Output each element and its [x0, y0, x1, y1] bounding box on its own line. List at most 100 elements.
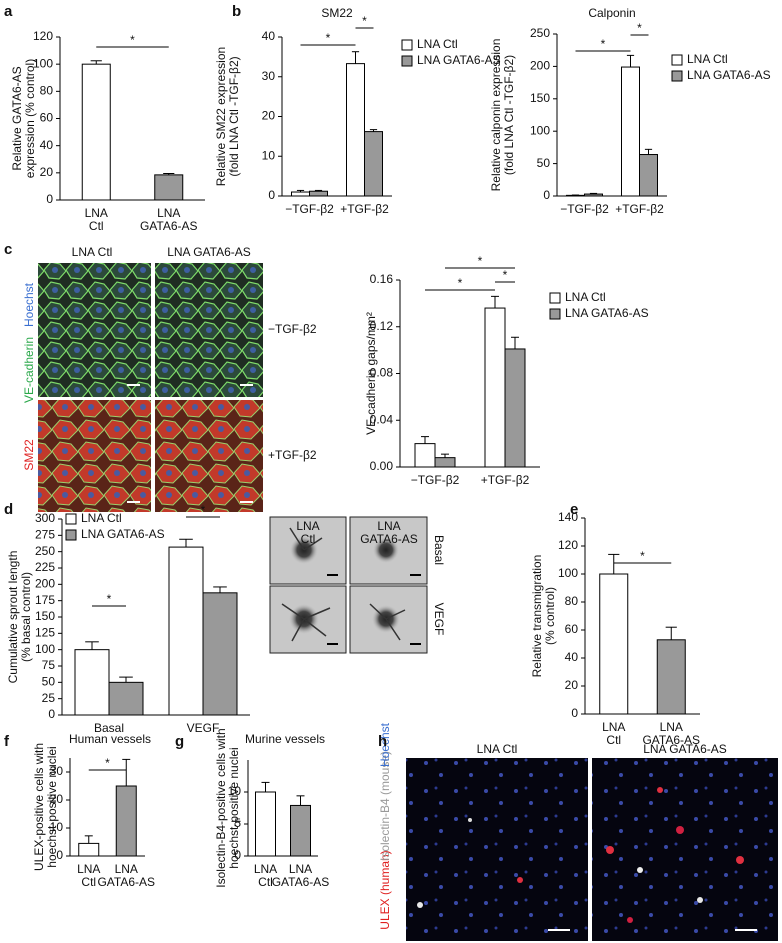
y-tick-label: 50	[42, 675, 56, 689]
legend-swatch	[549, 308, 561, 320]
bar	[346, 63, 365, 197]
significance-label: *	[201, 503, 206, 517]
y-axis-label: Relative calponin expression	[489, 39, 503, 192]
bar	[414, 443, 436, 468]
bar	[434, 457, 456, 468]
micrograph	[155, 400, 263, 512]
y-tick-label: 150	[35, 609, 55, 623]
x-tick-label: −TGF-β2	[560, 202, 609, 216]
y-tick-label: 140	[558, 510, 578, 524]
significance-label: *	[130, 33, 135, 47]
x-tick-label: LNA GATA6-AS	[642, 720, 700, 747]
y-tick-label: 0	[268, 188, 275, 202]
y-tick-label: 200	[530, 59, 550, 73]
x-tick-label: LNA GATA6-AS	[140, 206, 198, 233]
y-tick-label: 0.00	[370, 459, 394, 473]
image-row-label: +TGF-β2	[268, 448, 317, 462]
x-tick-label: LNA Ctl	[77, 862, 100, 889]
y-axis-label: Cumulative sprout length	[6, 551, 20, 684]
panel-label: h	[378, 733, 387, 750]
x-tick-label: +TGF-β2	[340, 202, 389, 216]
legend-swatch	[401, 39, 413, 51]
y-axis-label: Isolectin-B4-positive cells with	[214, 728, 228, 887]
micrograph	[38, 400, 151, 512]
y-tick-label: 200	[35, 577, 55, 591]
y-axis-label: (fold LNA Ctl -TGF-β2)	[227, 56, 241, 176]
y-tick-label: 10	[262, 148, 276, 162]
y-tick-label: 0	[56, 848, 63, 862]
y-tick-label: 275	[35, 528, 55, 542]
y-axis-label: Relative GATA6-AS	[10, 66, 24, 170]
y-tick-label: 250	[530, 26, 550, 40]
image-column-label: LNA GATA6-AS	[167, 245, 251, 259]
y-tick-label: 0.12	[370, 319, 394, 333]
y-axis-label: VE-cadherin gaps/mm²	[364, 312, 378, 435]
chart-title: Murine vessels	[245, 732, 325, 746]
significance-label: *	[362, 14, 367, 28]
x-tick-label: LNA Ctl	[85, 206, 108, 233]
panel-label: a	[4, 3, 13, 20]
image-row-label: −TGF-β2	[268, 322, 317, 336]
bar	[154, 174, 184, 201]
y-tick-label: 250	[35, 544, 55, 558]
x-tick-label: −TGF-β2	[411, 473, 460, 487]
y-tick-label: 40	[40, 138, 54, 152]
image-column-label: LNA GATA6-AS	[360, 519, 418, 546]
y-tick-label: 25	[42, 691, 56, 705]
y-tick-label: 120	[558, 538, 578, 552]
bar	[168, 546, 204, 716]
y-axis-label: (% control)	[543, 587, 557, 645]
bar	[202, 592, 238, 716]
x-tick-label: VEGF	[187, 721, 220, 735]
x-tick-label: +TGF-β2	[615, 202, 664, 216]
significance-label: *	[107, 592, 112, 606]
y-tick-label: 20	[565, 678, 579, 692]
significance-label: *	[601, 37, 606, 51]
y-tick-label: 40	[262, 29, 276, 43]
image-row-label: VEGF	[432, 603, 446, 636]
y-tick-label: 60	[40, 111, 54, 125]
y-tick-label: 30	[262, 69, 276, 83]
y-tick-label: 20	[50, 792, 64, 806]
y-axis-label: hoechst-positive nuclei	[227, 747, 241, 868]
x-tick-label: Basal	[94, 721, 124, 735]
panel-label: c	[4, 241, 12, 258]
significance-label: *	[478, 254, 483, 268]
y-axis-label: hoechst-positive nuclei	[45, 746, 59, 867]
significance-label: *	[637, 21, 642, 35]
bar	[639, 154, 658, 197]
y-tick-label: 0	[234, 848, 241, 862]
y-tick-label: 80	[565, 594, 579, 608]
legend-label: LNA Ctl	[687, 52, 728, 66]
micrograph	[155, 263, 263, 397]
x-tick-label: +TGF-β2	[481, 473, 530, 487]
legend-swatch	[671, 54, 683, 66]
image-row-label: Basal	[432, 535, 446, 565]
image-column-label: LNA Ctl	[477, 742, 518, 756]
significance-label: *	[503, 268, 508, 282]
bar	[115, 785, 137, 857]
y-axis-label: Relative transmigration	[530, 555, 544, 678]
legend-label: LNA GATA6-AS	[417, 53, 501, 67]
y-tick-label: 60	[565, 622, 579, 636]
y-tick-label: 100	[558, 566, 578, 580]
micrograph	[592, 758, 778, 941]
stain-label: VE-cadherin	[22, 337, 36, 403]
bar	[78, 842, 100, 857]
image-column-label: LNA Ctl	[72, 245, 113, 259]
y-tick-label: 10	[228, 784, 242, 798]
panel-label: e	[570, 501, 578, 518]
x-tick-label: −TGF-β2	[285, 202, 334, 216]
bar	[74, 649, 110, 716]
y-axis-label: expression (% control)	[23, 59, 37, 178]
scale-bars	[127, 384, 253, 503]
y-tick-label: 0	[571, 706, 578, 720]
bar	[81, 63, 111, 201]
x-tick-label: LNA Ctl	[602, 720, 625, 747]
significance-label: *	[640, 549, 645, 563]
y-tick-label: 0.16	[370, 272, 394, 286]
significance-label: *	[326, 31, 331, 45]
y-tick-label: 100	[33, 56, 53, 70]
y-axis-label: (% basal control)	[19, 572, 33, 662]
y-tick-label: 120	[33, 29, 53, 43]
